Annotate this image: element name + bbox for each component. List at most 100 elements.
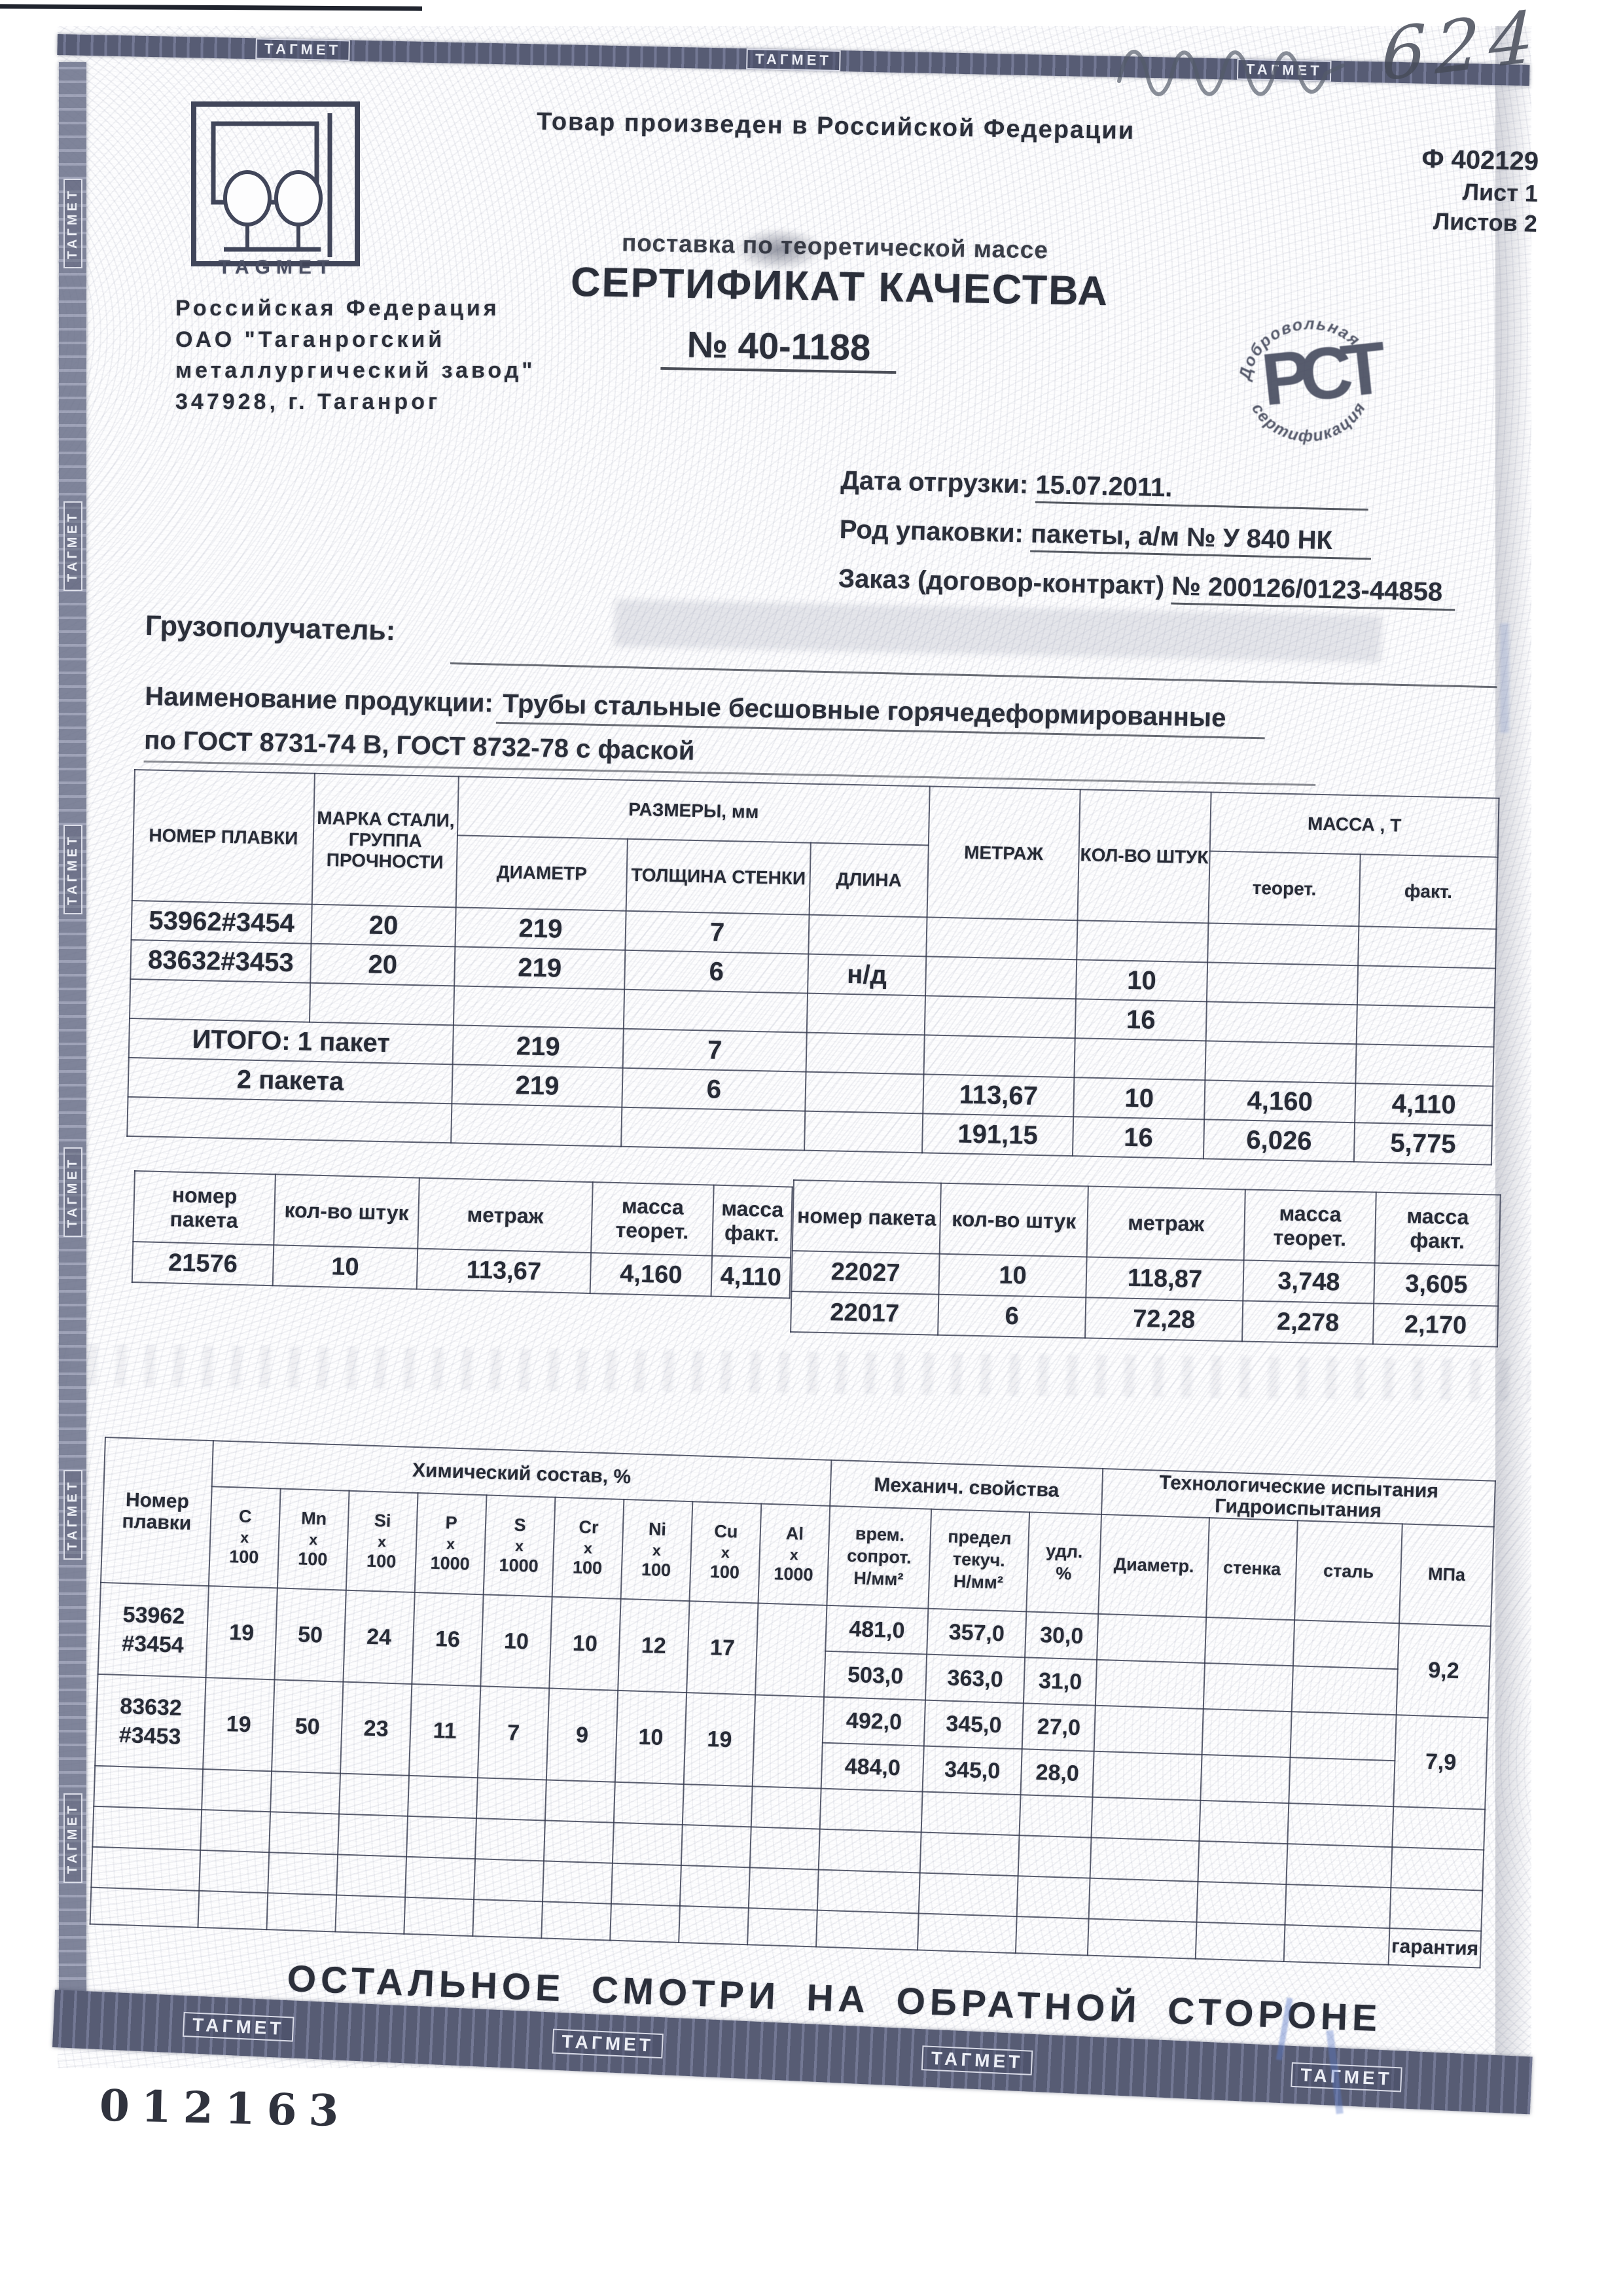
element-header: Mn х 100 <box>277 1488 349 1590</box>
cell-qty: 16 <box>1072 1117 1205 1159</box>
package-table-right: номер пакета кол-во штук метраж масса те… <box>790 1179 1501 1348</box>
cell-qty: 10 <box>1075 960 1208 1002</box>
mech-title: Механич. свойства <box>830 1460 1103 1515</box>
document-number: 012163 <box>99 2079 351 2137</box>
mult-sign: х <box>446 1535 455 1552</box>
cell-meters: 113,67 <box>923 1074 1075 1117</box>
order-value: № 200126/0123-44858 <box>1171 571 1456 611</box>
col-header-fact: факт. <box>1359 854 1498 929</box>
mech-col-line: удл. <box>1045 1541 1083 1562</box>
pack-mass-theor: 3,748 <box>1243 1260 1375 1304</box>
shipment-info: Дата отгрузки: 15.07.2011. Род упаковки:… <box>838 466 1502 628</box>
mech-col-line: % <box>1055 1563 1072 1584</box>
chem-value: 7 <box>477 1686 550 1780</box>
certificate-title: СЕРТИФИКАТ КАЧЕСТВА <box>570 259 1109 315</box>
cell-grade <box>309 982 455 1026</box>
mech-col-line: Н/мм² <box>853 1568 904 1590</box>
cell-heat: 83632#3453 <box>130 939 312 983</box>
pack-mass-theor: 4,160 <box>590 1253 713 1297</box>
tech-col-header: сталь <box>1294 1520 1402 1624</box>
packaging-value: пакеты, а/м № У 840 НК <box>1030 519 1372 560</box>
mech-value: 30,0 <box>1025 1611 1099 1660</box>
tech-value <box>1291 1666 1398 1715</box>
element-header: P х 1000 <box>414 1493 487 1595</box>
element-symbol: Mn <box>300 1508 327 1529</box>
element-mult: 1000 <box>773 1564 813 1585</box>
cell-diameter: 219 <box>452 1025 624 1068</box>
cell-grade: 20 <box>311 904 456 947</box>
cell-diameter: 219 <box>452 1064 623 1107</box>
pack-number: 21576 <box>132 1241 274 1286</box>
mech-col-line: сопрот. <box>846 1545 912 1568</box>
element-header: Ni х 100 <box>620 1499 693 1602</box>
pack-mass-fact: 2,170 <box>1372 1303 1499 1347</box>
pack-meters: 118,87 <box>1086 1257 1244 1301</box>
cell-qty <box>1077 920 1209 963</box>
cell-wall: 6 <box>624 950 809 994</box>
pack-mass-theor: 2,278 <box>1241 1300 1374 1344</box>
ink-blot <box>733 228 825 271</box>
cell-wall <box>621 1107 806 1151</box>
cell-wall: 6 <box>622 1067 806 1111</box>
heat-number: 83632 #3453 <box>95 1674 206 1769</box>
tagmet-band-label: ТАГМЕТ <box>63 501 82 592</box>
guarantee-cell: гарантия <box>1388 1928 1482 1968</box>
cell-diameter: 219 <box>454 946 626 990</box>
col-header-qty: КОЛ-ВО ШТУК <box>1077 789 1211 924</box>
pack-header: масса теорет. <box>1243 1189 1376 1263</box>
main-table: НОМЕР ПЛАВКИ МАРКА СТАЛИ, ГРУППА ПРОЧНОС… <box>126 769 1499 1166</box>
heat-number: 53962 #3454 <box>98 1582 209 1678</box>
element-mult: 100 <box>572 1557 603 1579</box>
cell-length: н/д <box>808 954 927 996</box>
col-header-heat: НОМЕР ПЛАВКИ <box>132 770 315 905</box>
cell-diameter <box>451 1103 622 1147</box>
pack-header: масса теорет. <box>591 1182 714 1256</box>
cell-length <box>805 1071 924 1114</box>
mult-sign: х <box>789 1545 799 1563</box>
element-header: Cr х 100 <box>552 1497 624 1599</box>
chem-value <box>755 1603 827 1697</box>
mech-col-line: Н/мм² <box>953 1571 1004 1593</box>
totals-label: ИТОГО: 1 пакет <box>128 1018 454 1065</box>
cell-heat: 53962#3454 <box>131 900 312 944</box>
col-header-diameter: ДИАМЕТР <box>455 835 628 911</box>
mech-value: 492,0 <box>822 1696 926 1746</box>
pack-mass-fact: 4,110 <box>711 1255 791 1299</box>
cell-meters <box>926 917 1078 960</box>
cell-mass-fact <box>1355 1044 1494 1086</box>
element-symbol: Ni <box>648 1519 667 1539</box>
mech-value: 481,0 <box>825 1605 929 1655</box>
cell-heat <box>130 978 311 1022</box>
tech-value <box>1203 1662 1294 1712</box>
element-symbol: C <box>238 1506 253 1526</box>
tech-value <box>1205 1617 1295 1666</box>
pack-header: масса факт. <box>1374 1192 1501 1266</box>
tagmet-band-label: ТАГМЕТ <box>63 1793 82 1883</box>
chem-value: 10 <box>549 1596 621 1691</box>
heat-line: #3453 <box>118 1722 182 1749</box>
form-reference-block: Ф 402129 Лист 1 Листов 2 <box>1321 140 1539 239</box>
pack-header: номер пакета <box>133 1171 276 1246</box>
cell-wall <box>623 989 808 1033</box>
element-symbol: Al <box>785 1523 804 1544</box>
mult-sign: х <box>652 1541 662 1559</box>
cell-mass-theor <box>1205 1001 1357 1045</box>
chem-value: 24 <box>343 1590 415 1684</box>
scan-artifact-line <box>0 4 423 11</box>
mult-sign: х <box>240 1528 249 1546</box>
tagmet-band-label: ТАГМЕТ <box>63 824 82 914</box>
pack-qty: 10 <box>938 1253 1087 1298</box>
tech-value <box>1293 1620 1400 1670</box>
mpa-value: 7,9 <box>1393 1715 1488 1810</box>
tech-col-header: стенка <box>1206 1518 1298 1621</box>
blue-pen-mark <box>1500 623 1509 733</box>
mult-sign: х <box>514 1537 524 1554</box>
cell-mass-theor <box>1206 962 1359 1005</box>
tagmet-band-label: ТАГМЕТ <box>1291 2062 1402 2092</box>
cell-meters <box>924 996 1076 1039</box>
element-header: Cu х 100 <box>689 1501 762 1604</box>
chem-value: 11 <box>408 1683 481 1778</box>
mech-col-line: предел <box>947 1526 1012 1549</box>
cell-mass-fact: 5,775 <box>1353 1122 1493 1165</box>
element-header: Si х 100 <box>346 1490 418 1592</box>
